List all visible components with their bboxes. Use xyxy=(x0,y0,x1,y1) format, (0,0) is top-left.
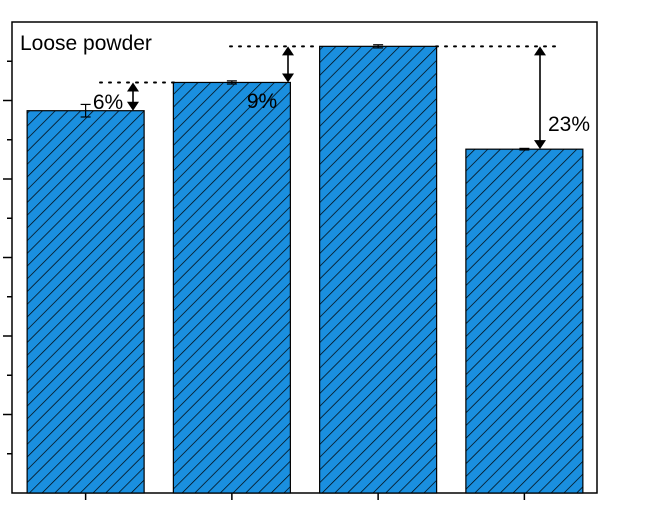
bar xyxy=(465,148,584,494)
bars xyxy=(26,45,584,494)
y-axis-ticks xyxy=(3,60,12,455)
annotation-label: 23% xyxy=(548,113,590,136)
arrow-head xyxy=(127,82,139,92)
bar xyxy=(319,45,438,494)
arrow-head xyxy=(282,46,294,56)
annotations: 6% 9% 23% xyxy=(93,45,590,150)
arrow-head xyxy=(282,73,294,83)
annotation-label: 9% xyxy=(247,90,277,113)
bar xyxy=(172,81,291,494)
arrow-head xyxy=(534,46,546,56)
bar xyxy=(26,110,145,494)
arrow-head xyxy=(534,140,546,150)
error-bars xyxy=(80,44,530,151)
arrow-head xyxy=(127,101,139,111)
chart-title: Loose powder xyxy=(20,32,152,55)
annotation-label: 6% xyxy=(93,91,123,114)
x-axis-ticks xyxy=(84,493,526,500)
